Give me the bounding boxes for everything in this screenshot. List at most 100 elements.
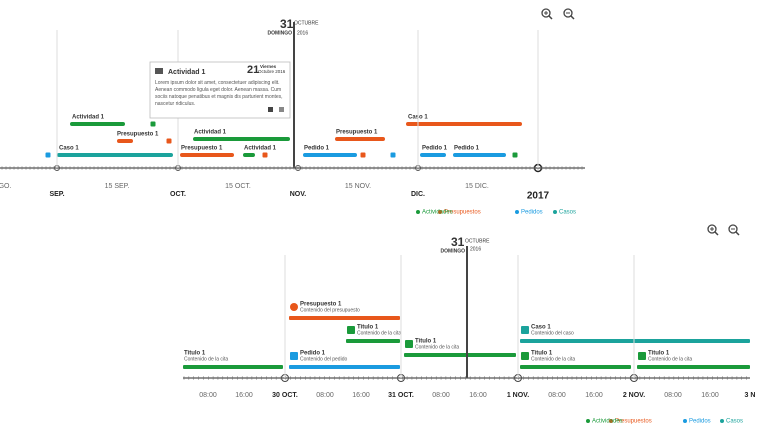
axis-label: 15 DIC. [465, 183, 489, 190]
zoom-in[interactable] [707, 224, 719, 236]
axis-label: SEP. [49, 191, 64, 198]
item-bar [117, 139, 133, 143]
mail-icon [155, 68, 163, 74]
item-bar [335, 137, 385, 141]
item-title: Titulo 1 [184, 351, 206, 357]
item-icon [347, 326, 355, 334]
axis-label: 08:00 [199, 392, 217, 399]
item-bar [520, 339, 750, 343]
item-title: Presupuesto 1 [300, 302, 342, 308]
item-subtitle: Contenido de la cita [415, 344, 459, 350]
item-title: Pedido 1 [300, 351, 326, 357]
item-bar [637, 365, 750, 369]
item-label: Pedido 1 [454, 146, 480, 152]
legend-label: Casos [726, 419, 743, 425]
item-bar [180, 153, 234, 157]
tooltip-box [149, 61, 291, 119]
legend-label: Presupuestos [444, 210, 481, 216]
axis-label: 08:00 [548, 392, 566, 399]
tooltip-weekday: Viernes [260, 64, 277, 69]
item-bar [520, 365, 631, 369]
legend-dot [720, 419, 724, 423]
item-icon [521, 352, 529, 360]
item-bar [243, 153, 255, 157]
item-dot [262, 152, 268, 158]
marker-month: OCTUBRE [294, 20, 319, 26]
item-subtitle: Contenido de la cita [531, 356, 575, 362]
tooltip-body: Lorem ipsum dolor sit amet, consectetuer… [155, 80, 283, 107]
axis-label: OCT. [170, 191, 186, 198]
item-label: Presupuesto 1 [336, 130, 378, 136]
item-title: Titulo 1 [531, 351, 553, 357]
marker-month: OCTUBRE [465, 238, 490, 244]
item-dot [45, 152, 51, 158]
axis-label: 08:00 [664, 392, 682, 399]
axis-label: 15 NOV. [345, 183, 371, 190]
item-icon [290, 352, 298, 360]
zoom-out[interactable] [728, 224, 740, 236]
axis-label: GO. [0, 183, 11, 190]
tooltip-title: Actividad 1 [168, 69, 205, 76]
item-label: Presupuesto 1 [181, 146, 223, 152]
axis-label: 08:00 [432, 392, 450, 399]
tooltip-month: Octubre 2016 [258, 69, 286, 74]
axis-label: 15 SEP. [105, 183, 130, 190]
item-subtitle: Contenido del pedido [300, 356, 347, 362]
item-bar [57, 153, 173, 157]
item-label: Actividad 1 [244, 146, 277, 152]
item-dot [512, 152, 518, 158]
item-dot [150, 121, 156, 127]
item-bar [70, 122, 125, 126]
legend-dot [609, 419, 613, 423]
delete-icon [279, 107, 284, 112]
legend-dot [683, 419, 687, 423]
marker-day: 31 [280, 17, 294, 31]
item-title: Titulo 1 [648, 351, 670, 357]
item-bar [183, 365, 283, 369]
axis-label: 16:00 [352, 392, 370, 399]
item-bar [420, 153, 446, 157]
item-bar [303, 153, 357, 157]
legend-label: Pedidos [521, 210, 543, 216]
item-icon [290, 303, 298, 311]
item-title: Caso 1 [531, 325, 551, 331]
item-label: Actividad 1 [194, 130, 227, 136]
legend-label: Actividades [592, 419, 623, 425]
marker-day: 31 [451, 235, 465, 249]
item-bar [406, 122, 522, 126]
item-icon [638, 352, 646, 360]
item-bar [289, 316, 400, 320]
legend-dot [438, 210, 442, 214]
marker-year: 2016 [297, 30, 308, 36]
item-dot [360, 152, 366, 158]
item-subtitle: Contenido del caso [531, 330, 574, 336]
marker-weekday: DOMINGO [441, 248, 466, 254]
axis-label: 15 OCT. [225, 183, 251, 190]
edit-icon [268, 107, 273, 112]
axis-label: NOV. [290, 191, 307, 198]
item-bar [404, 353, 516, 357]
zoom-out[interactable] [563, 8, 575, 20]
axis-label: DIC. [411, 191, 425, 198]
axis-label: 16:00 [235, 392, 253, 399]
legend-label: Presupuestos [615, 419, 652, 425]
zoom-in[interactable] [541, 8, 553, 20]
legend-label: Actividades [422, 210, 453, 216]
legend-label: Casos [559, 210, 576, 216]
item-title: Titulo 1 [415, 339, 437, 345]
item-title: Titulo 1 [357, 325, 379, 331]
axis-label: 16:00 [469, 392, 487, 399]
legend-label: Pedidos [689, 419, 711, 425]
legend-dot [416, 210, 420, 214]
item-subtitle: Contenido de la cita [357, 330, 401, 336]
axis-label: 2017 [527, 191, 550, 202]
axis-label: 1 NOV. [507, 392, 529, 399]
marker-weekday: DOMINGO [268, 30, 293, 36]
marker-year: 2016 [470, 246, 481, 252]
item-subtitle: Contenido de la cita [184, 356, 228, 362]
item-dot [390, 152, 396, 158]
legend-dot [553, 210, 557, 214]
axis-label: 3 N [745, 392, 756, 399]
